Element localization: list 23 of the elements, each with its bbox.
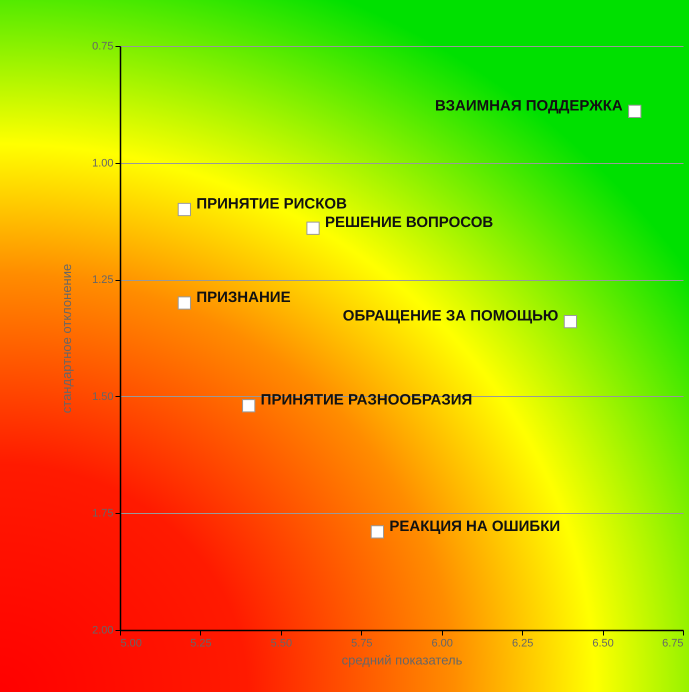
y-tick-label: 1.75 — [92, 508, 114, 520]
x-tick-label: 5.50 — [270, 638, 292, 650]
annotation: ПРИНЯТИЕ РАЗНООБРАЗИЯ — [260, 392, 472, 409]
x-tick-label: 5.00 — [120, 638, 142, 650]
annotation: ВЗАИМНАЯ ПОДДЕРЖКА — [435, 97, 623, 114]
x-tick-label: 6.50 — [592, 638, 614, 650]
x-tick-label: 6.00 — [432, 638, 453, 650]
y-tick-label: 1.25 — [92, 274, 114, 286]
y-tick-label: 0.75 — [92, 40, 114, 52]
x-axis-title: средний показатель — [342, 652, 463, 668]
annotation: ОБРАЩЕНИЕ ЗА ПОМОЩЬЮ — [342, 308, 558, 325]
y-axis-title: стандартное отклонение — [59, 264, 74, 414]
y-tick-label: 2.00 — [92, 624, 114, 636]
y-tick-label: 1.00 — [92, 157, 114, 170]
annotation: РЕШЕНИЕ ВОПРОСОВ — [325, 214, 494, 232]
x-tick-label: 6.75 — [662, 638, 684, 650]
y-tick-label: 1.50 — [92, 390, 114, 403]
annotation: ПРИЗНАНИЕ — [196, 288, 291, 306]
annotation: РЕАКЦИЯ НА ОШИБКИ — [389, 518, 560, 535]
x-tick-label: 5.25 — [190, 638, 212, 650]
x-tick-label: 5.75 — [351, 638, 372, 650]
x-tick-label: 6.25 — [512, 638, 534, 650]
annotation: ПРИНЯТИЕ РИСКОВ — [196, 196, 348, 213]
